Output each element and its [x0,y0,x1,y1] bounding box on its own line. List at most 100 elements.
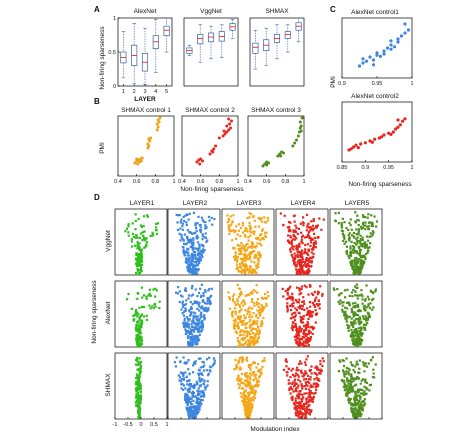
density-point [297,337,300,340]
density-point [201,373,204,377]
density-point [352,341,355,344]
density-point [190,241,194,244]
density-point [353,416,356,419]
density-point [357,223,360,227]
density-point [189,343,192,347]
density-point [236,298,239,301]
density-point [371,230,374,233]
density-point [134,376,138,380]
density-point [290,303,293,306]
density-point [191,260,195,263]
density-point [345,384,348,387]
density-point [210,216,213,220]
density-point [196,322,199,325]
density-point [314,305,317,308]
density-point [355,403,359,407]
density-point [194,267,197,270]
density-point [311,224,315,227]
density-point [345,313,348,316]
density-point [358,269,361,272]
density-point [355,327,358,331]
density-point [145,314,148,317]
density-point [241,381,244,385]
density-point [142,238,146,241]
density-point [242,264,245,267]
density-point [361,409,364,412]
density-point [189,300,192,304]
density-point [240,378,243,381]
density-point [297,227,301,230]
density-point [200,379,203,382]
density-point [356,394,359,397]
density-point [355,377,358,380]
density-point [346,380,349,383]
density-point [248,413,251,416]
density-point [260,217,263,220]
scatter-point [225,130,229,134]
density-point [366,311,369,314]
density-point [243,394,246,397]
density-point [341,217,344,220]
scatter-point [406,28,411,32]
density-point [204,227,207,230]
density-point [196,300,199,304]
density-point [340,301,343,304]
density-point [357,305,360,309]
density-point [253,245,256,248]
density-point [199,398,203,402]
density-point [201,399,204,402]
density-point [301,234,305,237]
density-point [145,295,148,298]
density-point [301,412,304,416]
density-point [197,252,200,255]
density-point [367,304,370,308]
scatter-point [364,59,369,63]
density-point [158,300,161,303]
density-point [304,248,307,251]
density-point [246,344,249,347]
density-point [305,256,308,260]
box-body [163,25,170,37]
density-point [348,399,351,402]
density-point [367,316,371,319]
density-point [244,402,248,406]
density-point [197,372,200,375]
density-point [199,380,202,383]
density-point [356,388,360,391]
density-point [255,271,258,274]
density-point [359,256,362,259]
panel-c-title-2: AlexNet control2 [351,93,399,100]
density-point [309,265,313,268]
density-point [286,291,289,295]
density-point [236,258,239,261]
scatter-point [357,64,362,68]
density-point [347,254,350,258]
density-point [301,342,304,345]
density-point [205,358,209,361]
density-point [249,384,252,387]
density-point [197,374,201,377]
density-point [247,365,251,368]
density-point [356,408,360,411]
density-point [258,251,261,254]
density-point [359,241,362,245]
density-point [290,397,293,400]
density-point [190,258,194,261]
density-point [349,245,352,248]
density-point [368,389,371,392]
density-point [185,396,188,400]
density-point [202,251,205,254]
density-point [193,271,197,274]
x-tick-label: -1 [113,422,118,428]
density-point [343,386,346,389]
density-point [307,263,310,267]
density-point [251,371,254,374]
density-cell-r0-c1 [167,208,221,276]
density-point [362,361,365,364]
density-point [321,364,324,368]
density-point [244,412,247,415]
density-point [310,237,313,241]
density-point [241,299,244,303]
density-point [134,309,138,312]
axes-frame [221,208,275,276]
